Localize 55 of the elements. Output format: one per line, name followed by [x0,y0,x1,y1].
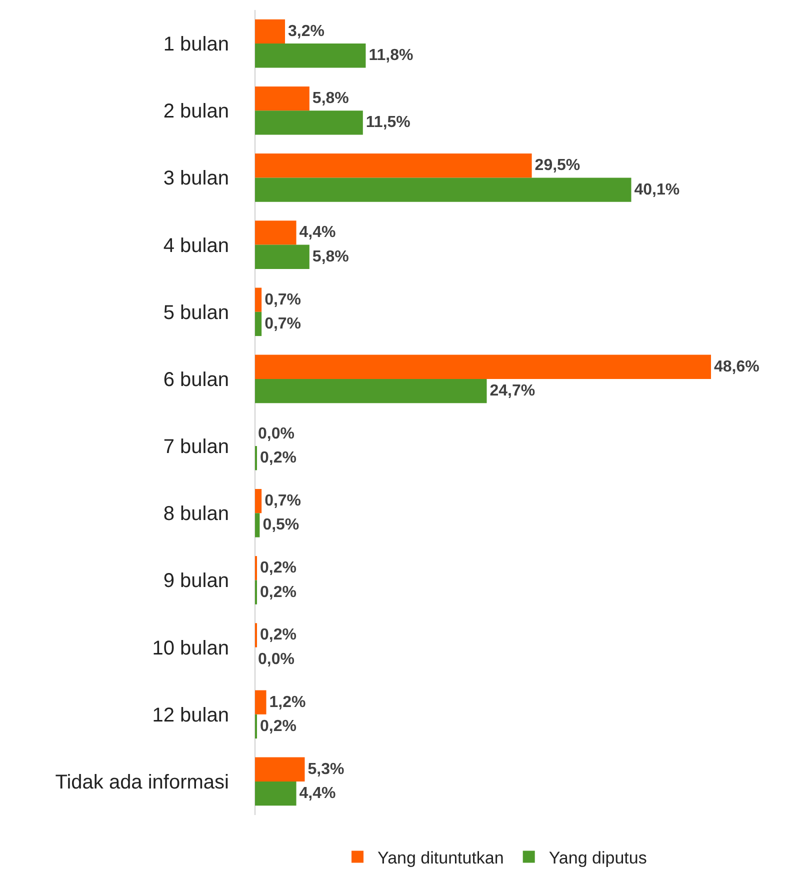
data-label: 48,6% [714,358,760,376]
bar [255,288,262,312]
data-label: 0,7% [264,492,302,510]
data-label: 0,7% [264,315,302,332]
bar [255,110,363,135]
y-tick-label: 12 bulan [152,704,229,726]
data-label: 0,5% [262,516,300,534]
data-label: 4,4% [299,224,336,242]
data-label: 0,2% [260,450,296,467]
y-tick-label: 3 bulan [163,168,229,190]
bar [255,757,305,782]
data-label: 11,8% [368,47,414,64]
data-label: 0,2% [260,626,296,644]
data-label: 0,2% [260,584,296,601]
bar [255,354,711,379]
bar [255,513,260,538]
bar [255,488,262,514]
data-label: 29,5% [534,157,580,174]
y-tick-label: 10 bulan [152,637,229,660]
bar [255,244,310,269]
bar [255,86,310,111]
data-label: 5,3% [308,760,344,778]
bar [255,378,487,404]
legend-label: Yang diputus [548,848,647,868]
bar [255,19,286,44]
data-label: 0,2% [260,718,296,735]
bar [255,154,532,178]
bar [255,44,366,68]
bar [255,178,632,202]
data-label: 0,0% [258,650,294,668]
legend-label: Yang dituntutkan [378,848,504,868]
y-tick-label: Tidak ada informasi [55,771,229,794]
bar [255,312,262,336]
data-label: 4,4% [299,785,336,802]
data-label: 0,7% [264,291,302,308]
y-tick-label: 1 bulan [163,34,229,56]
data-label: 0,2% [260,560,296,577]
data-label: 24,7% [490,382,536,400]
bar [255,220,296,245]
data-label: 0,0% [258,425,294,442]
data-label: 40,1% [634,181,680,198]
data-label: 1,2% [269,694,306,711]
bar [255,690,266,714]
bar [255,781,296,806]
y-tick-label: 9 bulan [163,570,229,592]
data-label: 5,8% [312,248,349,266]
y-tick-label: 6 bulan [163,368,229,391]
y-tick-label: 8 bulan [163,503,229,526]
data-label: 3,2% [288,22,324,40]
data-label: 11,5% [366,114,410,132]
y-tick-label: 7 bulan [163,436,229,458]
y-tick-label: 2 bulan [163,100,229,123]
y-tick-label: 4 bulan [163,234,229,257]
data-label: 5,8% [312,90,349,108]
y-tick-label: 5 bulan [163,302,229,324]
